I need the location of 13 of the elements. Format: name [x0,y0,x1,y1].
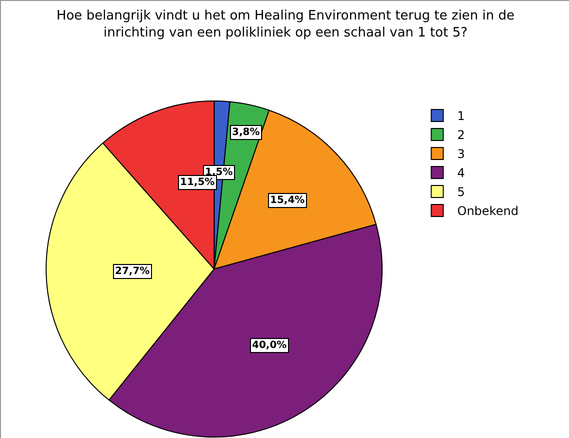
legend-label: 1 [457,109,465,124]
data-label: 3,8% [232,127,260,138]
data-label: 40,0% [252,340,287,351]
data-label: 1,5% [205,167,233,178]
data-label: 15,4% [270,195,305,206]
data-label: 11,5% [180,177,215,188]
chart-title: Hoe belangrijk vindt u het om Healing Environment terug te zien in de inrichting van een polikliniek op een schaal van 1 tot 5? [56,8,515,40]
data-label: 27,7% [115,266,150,277]
legend-label: 3 [457,147,465,162]
legend-label: 4 [457,166,465,180]
legend-label: Onbekend [457,204,518,218]
legend-label: 2 [457,128,465,142]
legend-label: 5 [457,185,465,200]
